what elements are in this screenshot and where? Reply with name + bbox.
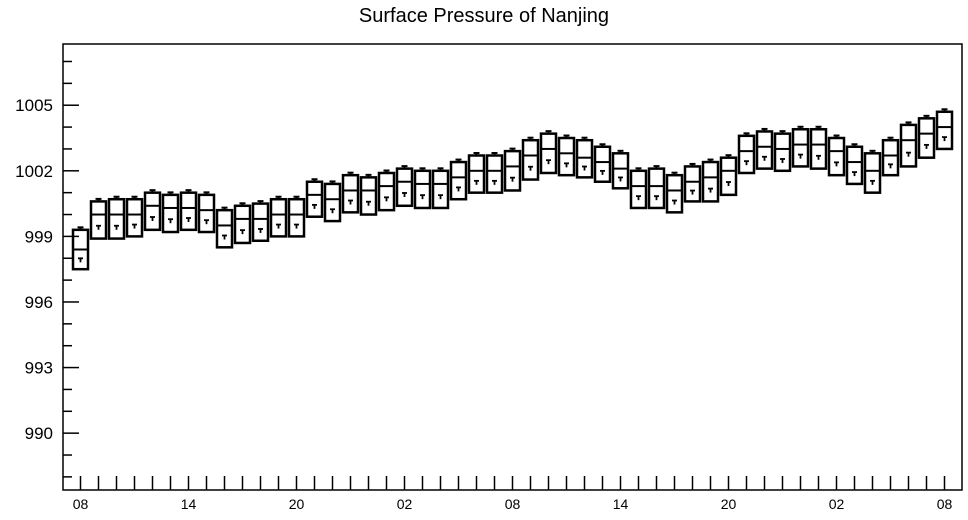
box bbox=[593, 145, 612, 183]
box bbox=[611, 152, 630, 190]
x-tick-label: 20 bbox=[721, 496, 737, 512]
box bbox=[143, 191, 162, 232]
x-tick-label: 02 bbox=[397, 496, 413, 512]
box bbox=[935, 110, 954, 151]
box bbox=[305, 180, 324, 218]
box bbox=[827, 136, 846, 177]
y-tick-label: 993 bbox=[25, 359, 53, 378]
box bbox=[359, 176, 378, 216]
box bbox=[629, 169, 648, 210]
y-tick-label: 990 bbox=[25, 424, 53, 443]
box bbox=[467, 154, 486, 194]
box bbox=[269, 197, 288, 238]
box bbox=[485, 154, 504, 194]
box bbox=[665, 173, 684, 214]
box bbox=[557, 136, 576, 177]
box bbox=[773, 132, 792, 173]
box bbox=[683, 165, 702, 203]
box bbox=[809, 128, 828, 170]
box bbox=[341, 173, 360, 214]
box bbox=[719, 156, 738, 197]
box bbox=[197, 193, 216, 234]
box bbox=[215, 208, 234, 249]
box bbox=[107, 197, 126, 240]
box bbox=[521, 138, 540, 181]
box bbox=[899, 123, 918, 168]
box bbox=[431, 169, 450, 210]
box bbox=[323, 182, 342, 223]
box bbox=[737, 134, 756, 175]
y-tick-label: 996 bbox=[25, 293, 53, 312]
box bbox=[251, 202, 270, 243]
x-tick-label: 14 bbox=[181, 496, 197, 512]
box bbox=[449, 160, 468, 201]
plot-frame bbox=[62, 43, 963, 491]
x-tick-label: 08 bbox=[937, 496, 953, 512]
x-tick-label: 02 bbox=[829, 496, 845, 512]
box bbox=[395, 167, 414, 208]
box bbox=[125, 197, 144, 238]
box bbox=[539, 132, 558, 175]
box bbox=[881, 138, 900, 177]
y-tick-label: 1005 bbox=[15, 96, 53, 115]
box bbox=[917, 117, 936, 159]
x-tick-label: 20 bbox=[289, 496, 305, 512]
x-tick-label: 08 bbox=[505, 496, 521, 512]
x-tick-label: 08 bbox=[73, 496, 89, 512]
box bbox=[233, 204, 252, 245]
box bbox=[503, 149, 522, 192]
box bbox=[161, 193, 180, 234]
box bbox=[575, 138, 594, 179]
chart-title: Surface Pressure of Nanjing bbox=[358, 5, 610, 27]
box bbox=[863, 152, 882, 194]
box bbox=[413, 169, 432, 210]
box bbox=[647, 167, 666, 210]
box bbox=[791, 128, 810, 168]
box bbox=[755, 130, 774, 170]
box bbox=[701, 160, 720, 203]
box bbox=[287, 197, 306, 238]
box bbox=[89, 200, 108, 240]
y-tick-label: 1002 bbox=[15, 162, 53, 181]
box bbox=[845, 145, 864, 186]
x-tick-label: 14 bbox=[613, 496, 629, 512]
box bbox=[377, 171, 396, 212]
box bbox=[179, 191, 198, 232]
y-tick-label: 999 bbox=[25, 227, 53, 246]
